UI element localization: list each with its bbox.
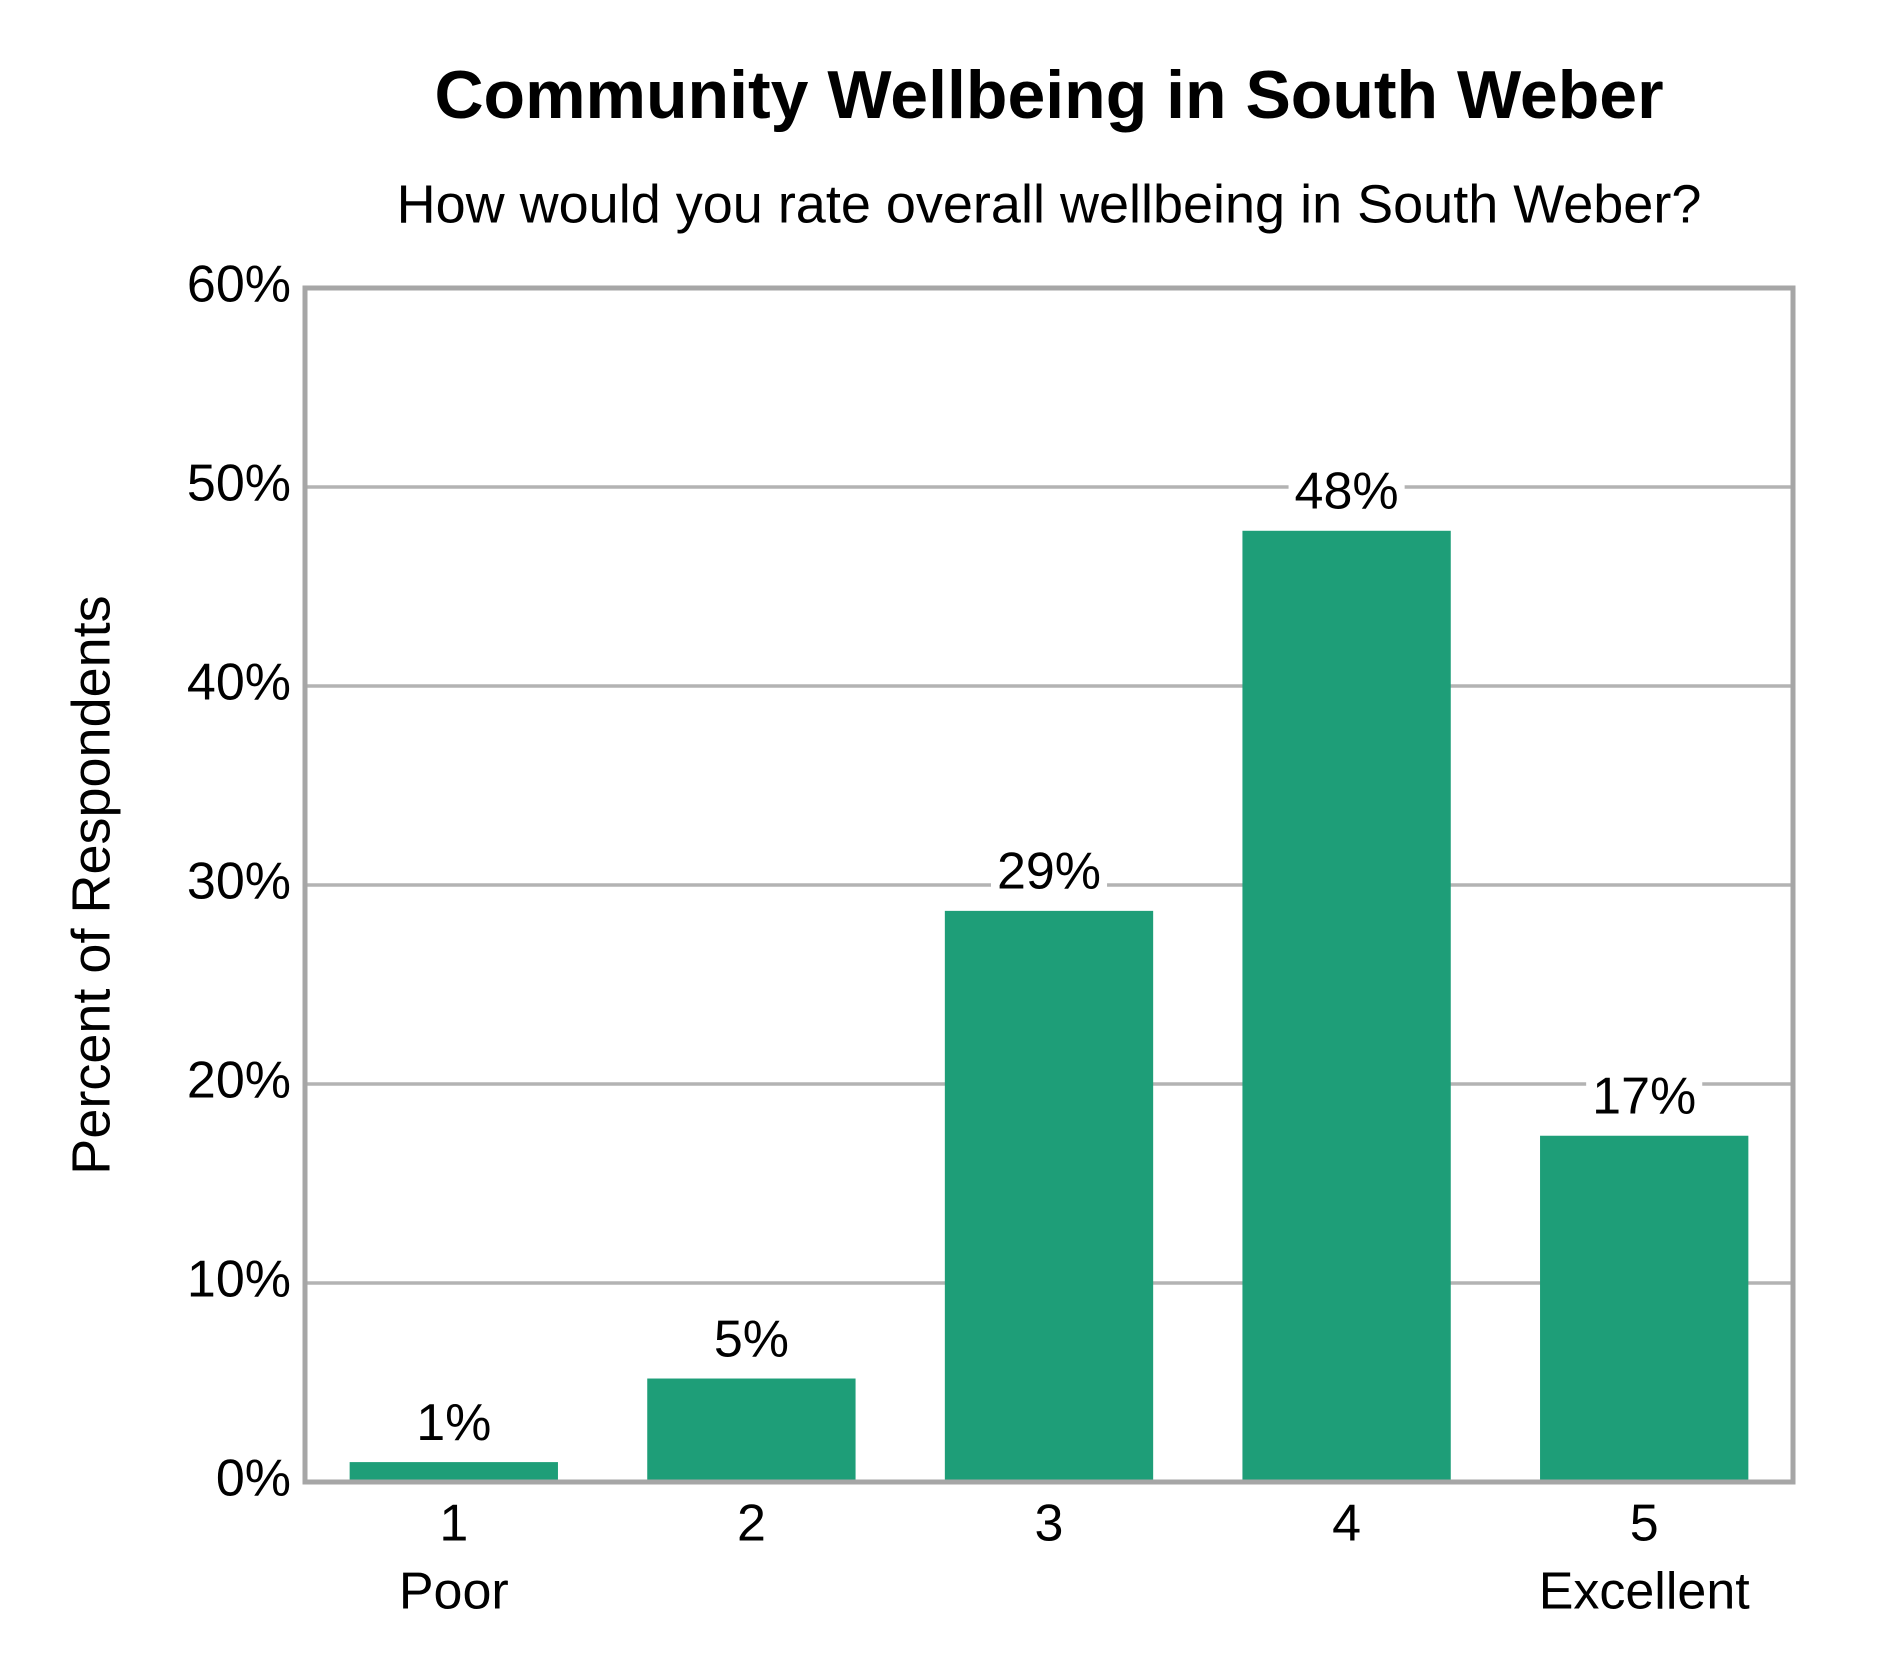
x-tick-sublabel: Excellent: [1539, 1563, 1751, 1621]
plot-frame: [302, 285, 1796, 1485]
bar: [944, 910, 1154, 1482]
x-tick-label: 5: [1630, 1495, 1659, 1553]
value-label-bg: [1288, 462, 1405, 521]
y-tick-label: 0%: [216, 1450, 291, 1508]
x-tick-label: 3: [1035, 1495, 1064, 1553]
bar: [1540, 1135, 1749, 1482]
chart-title: Community Wellbeing in South Weber: [434, 57, 1663, 133]
y-tick-label: 20%: [187, 1052, 291, 1110]
value-label-bg: [1586, 1067, 1703, 1126]
bar: [1242, 530, 1451, 1482]
y-tick-label: 60%: [187, 256, 291, 314]
y-axis-label: Percent of Respondents: [61, 595, 121, 1174]
value-label-bg: [990, 842, 1108, 901]
value-label: 17%: [1592, 1067, 1696, 1125]
value-label: 5%: [714, 1310, 789, 1368]
value-label-bg: [707, 1310, 795, 1369]
value-label: 1%: [416, 1394, 491, 1452]
y-tick-label: 50%: [187, 455, 291, 513]
x-tick-label: 2: [737, 1495, 766, 1553]
bar: [349, 1462, 558, 1482]
x-tick-label: 4: [1332, 1495, 1361, 1553]
chart-subtitle: How would you rate overall wellbeing in …: [397, 174, 1702, 234]
bar: [647, 1378, 856, 1482]
value-label-bg: [410, 1393, 498, 1452]
x-tick-sublabel: Poor: [399, 1563, 509, 1621]
value-label: 29%: [997, 843, 1101, 901]
y-tick-label: 10%: [187, 1251, 291, 1309]
y-tick-label: 30%: [187, 853, 291, 911]
value-label: 48%: [1295, 463, 1399, 521]
x-tick-label: 1: [439, 1495, 468, 1553]
y-tick-label: 40%: [187, 654, 291, 712]
